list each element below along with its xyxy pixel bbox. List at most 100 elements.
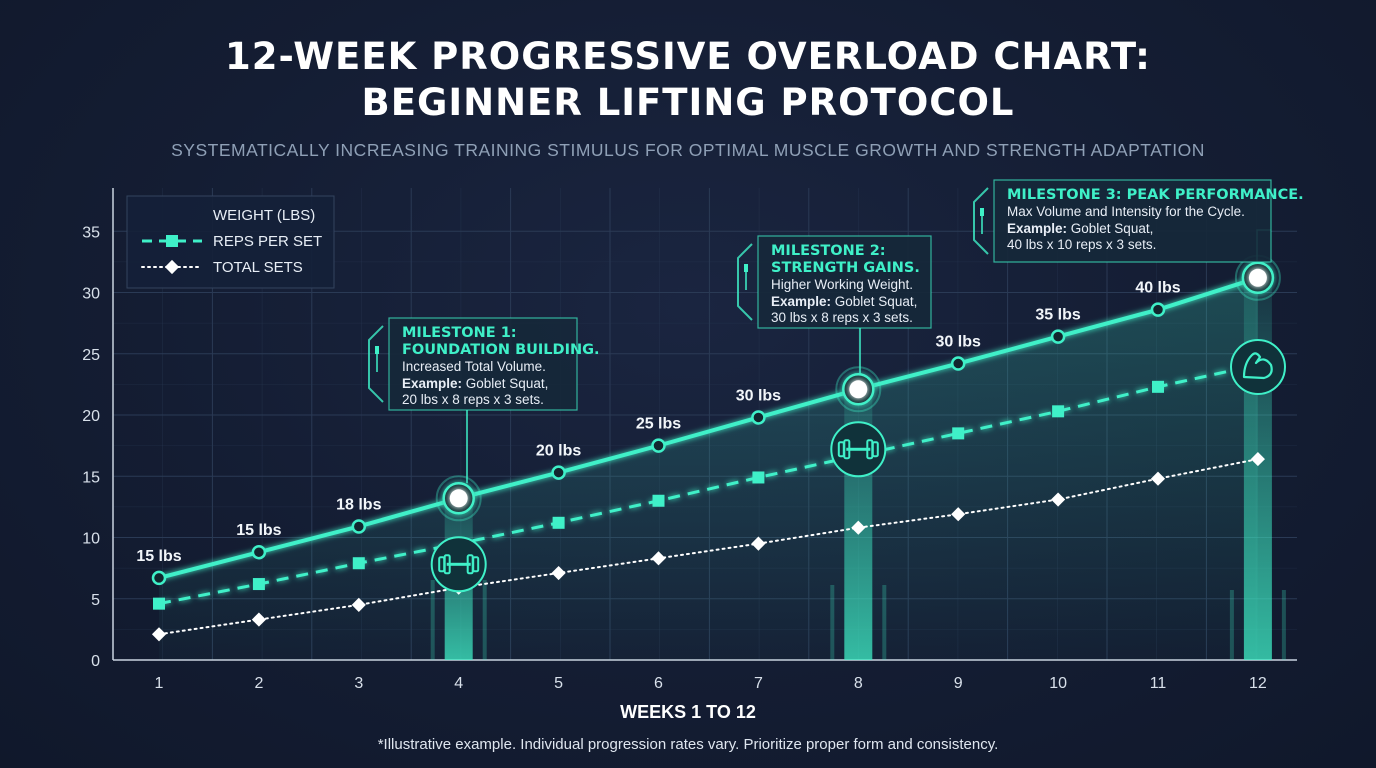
legend-swatch-sets-marker	[164, 259, 180, 275]
weight-point	[351, 519, 367, 534]
weight-point	[1248, 268, 1267, 287]
x-tick-label: 5	[554, 675, 563, 692]
series-line-reps-per-set	[158, 363, 1259, 606]
callout-tick-cap	[744, 264, 748, 272]
weight-point	[251, 544, 267, 560]
milestone-title: FOUNDATION BUILDING.	[402, 342, 600, 358]
y-tick-label: 10	[82, 531, 100, 548]
legend-label: REPS PER SET	[213, 233, 322, 250]
chart-title-line-1: 12-WEEK PROGRESSIVE OVERLOAD CHART:	[225, 35, 1151, 78]
reps-per-set-point	[752, 471, 765, 484]
x-tick-label: 4	[454, 675, 463, 692]
milestone-example-detail: 20 lbs x 8 reps x 3 sets.	[402, 392, 544, 407]
y-tick-label: 20	[82, 408, 100, 425]
total-sets-point	[251, 612, 266, 627]
reps-per-set-point	[1152, 380, 1164, 393]
milestone-description: Increased Total Volume.	[402, 359, 546, 374]
total-sets-point	[1250, 452, 1265, 467]
total-sets-point	[1150, 471, 1166, 486]
reps-per-set-point	[1052, 405, 1065, 418]
x-tick-label: 11	[1150, 675, 1167, 692]
reps-per-set-point	[153, 597, 165, 610]
footnote: *Illustrative example. Individual progre…	[377, 736, 999, 753]
reps-per-set-point	[652, 494, 665, 507]
milestone-beam-accent	[482, 580, 487, 660]
weight-area	[159, 277, 1258, 660]
dumbbell-bar	[846, 447, 871, 451]
legend-swatch-reps-marker	[166, 235, 178, 247]
weight-data-label: 40 lbs	[1135, 280, 1180, 297]
milestone-example-detail: 40 lbs x 10 reps x 3 sets.	[1007, 237, 1156, 252]
x-tick-label: 10	[1049, 675, 1067, 692]
milestone-example-detail: 30 lbs x 8 reps x 3 sets.	[771, 310, 913, 325]
weight-data-label: 15 lbs	[136, 548, 181, 565]
chart-title: 12-WEEK PROGRESSIVE OVERLOAD CHART: BEGI…	[0, 34, 1376, 126]
weight-data-label: 35 lbs	[1035, 307, 1080, 324]
chart-title-line-2: BEGINNER LIFTING PROTOCOL	[361, 81, 1015, 124]
milestone-description: Higher Working Weight.	[771, 277, 913, 292]
dumbbell-plate	[843, 439, 851, 460]
weight-data-label: 20 lbs	[536, 443, 581, 460]
weight-data-label: 15 lbs	[236, 522, 281, 539]
y-tick-label: 25	[82, 347, 100, 364]
milestone-title: STRENGTH GAINS.	[771, 260, 920, 276]
callout-box	[757, 235, 932, 329]
chart-subtitle: SYSTEMATICALLY INCREASING TRAINING STIMU…	[171, 140, 1205, 160]
weight-data-label: 18 lbs	[336, 496, 381, 513]
weight-point	[849, 380, 868, 399]
legend-label: WEIGHT (LBS)	[213, 207, 315, 224]
series-line-weight	[158, 275, 1259, 580]
weight-data-label: 30 lbs	[736, 387, 781, 404]
milestone-example-label: Example:	[771, 294, 831, 309]
legend-label: TOTAL SETS	[213, 259, 303, 276]
milestone-beam-accent	[430, 580, 435, 660]
milestone-title: MILESTONE 1:	[402, 325, 517, 341]
milestone-light-beam	[1243, 277, 1272, 660]
milestone-2-callout: MILESTONE 2:STRENGTH GAINS.Higher Workin…	[737, 235, 932, 478]
milestone-example: Example: Goblet Squat,	[771, 294, 917, 309]
y-tick-label: 0	[91, 653, 100, 670]
callout-bracket	[368, 325, 384, 403]
y-tick-label: 15	[82, 469, 100, 486]
reps-per-set-point	[952, 427, 965, 440]
milestone-1-callout: MILESTONE 1:FOUNDATION BUILDING.Increase…	[368, 317, 600, 593]
total-sets-point	[351, 597, 366, 612]
callout-box	[388, 317, 578, 411]
milestone-example-text: Goblet Squat,	[462, 376, 548, 391]
weight-point	[751, 410, 766, 425]
bicep-outline	[1242, 352, 1273, 380]
weight-point	[950, 356, 966, 371]
x-tick-label: 6	[654, 675, 663, 692]
y-tick-label: 35	[82, 224, 100, 241]
milestone-point-halo	[835, 366, 882, 413]
milestone-example-label: Example:	[402, 376, 462, 391]
total-sets-point	[751, 536, 766, 551]
weight-point	[1050, 329, 1066, 344]
legend: WEIGHT (LBS) REPS PER SET TOTAL SETS	[126, 195, 335, 289]
total-sets-point	[1051, 492, 1066, 507]
callout-tick-cap	[980, 208, 984, 216]
x-tick-label: 7	[754, 675, 763, 692]
x-tick-label: 8	[854, 675, 863, 692]
total-sets-point	[151, 627, 167, 642]
reps-per-set-point	[252, 578, 265, 591]
milestone-title: MILESTONE 3: PEAK PERFORMANCE.	[1007, 187, 1304, 203]
dumbbell-plate	[472, 556, 480, 573]
callout-box	[993, 179, 1272, 263]
milestone-description: Max Volume and Intensity for the Cycle.	[1007, 204, 1245, 219]
milestone-beam-accent	[830, 585, 835, 660]
milestone-point-halo	[435, 475, 482, 522]
y-tick-label: 5	[91, 592, 100, 609]
weight-point	[551, 465, 566, 480]
milestone-example-text: Goblet Squat,	[1067, 221, 1153, 236]
weight-data-label: 30 lbs	[936, 334, 981, 351]
milestone-beam-accent	[1229, 590, 1234, 660]
reps-per-set-point	[552, 516, 565, 529]
weight-point	[449, 489, 468, 508]
dumbbell-plate	[871, 441, 879, 458]
callout-tick-cap	[375, 346, 379, 354]
milestone-example: Example: Goblet Squat,	[1007, 221, 1153, 236]
total-sets-point	[851, 520, 866, 535]
y-tick-label: 30	[82, 286, 100, 303]
